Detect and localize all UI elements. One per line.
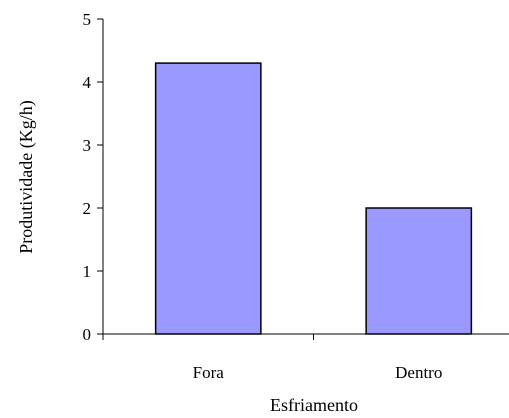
x-axis-title: Esfriamento <box>270 395 358 415</box>
y-tick-label-5: 5 <box>83 10 92 29</box>
y-axis-title: Produtividade (Kg/h) <box>16 100 37 253</box>
y-tick-label-2: 2 <box>83 199 92 218</box>
labels-layer: 0 1 2 3 4 5 Fora Dentro <box>83 10 443 382</box>
bars-layer <box>154 62 473 335</box>
x-tick-label-dentro: Dentro <box>395 363 442 382</box>
bar-fora <box>154 62 262 335</box>
y-tick-label-3: 3 <box>83 136 92 155</box>
x-tick-label-fora: Fora <box>193 363 225 382</box>
axes-layer <box>97 18 509 340</box>
y-tick-label-4: 4 <box>83 73 92 92</box>
y-tick-label-0: 0 <box>83 325 92 344</box>
bar-dentro <box>365 207 473 335</box>
y-tick-label-1: 1 <box>83 262 92 281</box>
